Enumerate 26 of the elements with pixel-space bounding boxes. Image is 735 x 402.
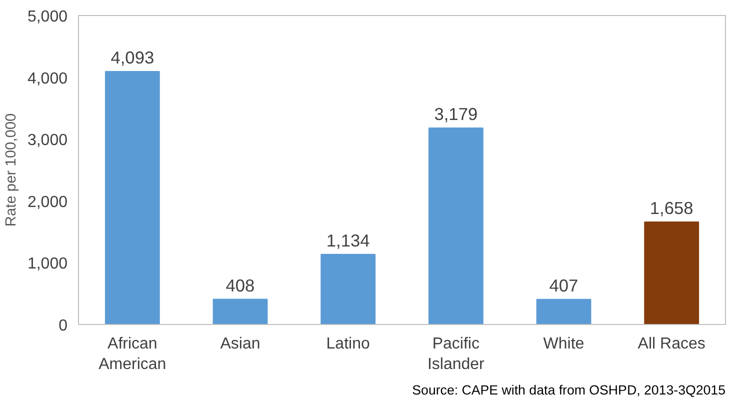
y-tick-label: 0	[58, 318, 68, 334]
x-tick-label: African American	[98, 336, 166, 373]
bar	[536, 298, 592, 324]
x-tick-label: Asian	[220, 336, 260, 352]
data-label: 3,179	[434, 104, 478, 124]
bar	[428, 128, 484, 324]
x-tick-label: Pacific Islander	[427, 336, 486, 373]
data-label: 4,093	[110, 48, 154, 68]
bar	[320, 254, 376, 324]
data-label: 408	[226, 275, 255, 296]
y-tick-label: 2,000	[27, 194, 68, 211]
y-tick-label: 3,000	[27, 132, 68, 150]
data-label: 407	[549, 275, 578, 296]
data-label: 1,658	[650, 198, 694, 218]
bar	[104, 71, 160, 324]
data-label: 1,134	[326, 230, 370, 250]
y-tick-label: 5,000	[27, 8, 68, 26]
y-tick-label: 1,000	[27, 256, 68, 273]
bar	[212, 298, 268, 324]
x-tick-label: White	[543, 336, 584, 352]
y-tick-label: 4,000	[27, 70, 68, 88]
x-tick-label: Latino	[326, 336, 370, 352]
bar	[644, 222, 700, 324]
x-tick-label: All Races	[638, 336, 706, 352]
y-axis-title: Rate per 100,000	[3, 113, 20, 227]
source-note: Source: CAPE with data from OSHPD, 2013-3Q2015	[412, 382, 726, 398]
